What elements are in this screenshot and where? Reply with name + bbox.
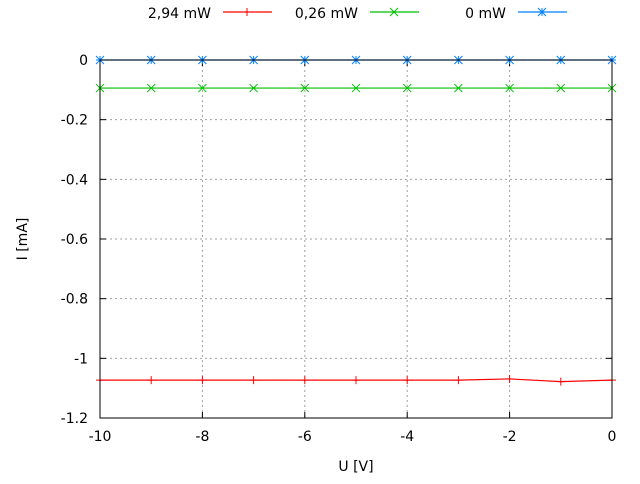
data-point-cross: [249, 83, 258, 93]
y-tick-label: 0: [79, 53, 88, 69]
data-point-star: [537, 7, 547, 17]
data-point-plus: [454, 376, 463, 385]
x-tick-label: -6: [298, 429, 312, 445]
grid: [100, 60, 612, 418]
marker-stroke: [505, 83, 514, 93]
legend-label: 0,26 mW: [295, 6, 358, 22]
y-axis-label: I [mA]: [15, 218, 31, 261]
data-point-cross: [402, 83, 412, 93]
legend: 2,94 mW 0,26 mW 0 mW: [148, 6, 567, 22]
data-point-cross: [556, 83, 566, 93]
plot-border: [99, 59, 613, 419]
data-point-plus: [198, 376, 207, 385]
data-point-plus: [352, 376, 360, 385]
data-point-cross: [454, 83, 463, 93]
data-point-cross: [198, 83, 207, 93]
data-point-plus: [300, 376, 309, 385]
x-tick-label: -10: [89, 429, 112, 445]
data-point-cross: [146, 83, 156, 93]
x-tick-label: -8: [195, 429, 209, 445]
x-tick-label: -2: [503, 429, 517, 445]
marker-stroke: [146, 83, 156, 93]
marker-stroke: [402, 83, 412, 93]
data-point-plus: [249, 376, 258, 385]
series-1: [95, 83, 617, 93]
marker-stroke: [389, 7, 399, 17]
data-point-plus: [147, 376, 156, 385]
ticks: -10 -8 -6 -4 -2 0 0 -0.2 -0.4 -0.6 -0.8 -1 -1.2: [61, 53, 617, 445]
marker-stroke: [351, 83, 361, 93]
marker-stroke: [454, 83, 463, 93]
marker-stroke: [249, 83, 258, 93]
series-0: [96, 374, 616, 386]
marker-stroke: [537, 7, 547, 17]
data-point-cross: [300, 83, 310, 93]
data-point-plus: [243, 8, 251, 16]
marker-stroke: [556, 83, 566, 93]
legend-label: 2,94 mW: [148, 6, 211, 22]
x-tick-label: -4: [400, 429, 414, 445]
data-point-plus: [403, 376, 412, 385]
marker-stroke: [300, 83, 310, 93]
y-tick-label: -0.8: [61, 292, 88, 308]
data-point-cross: [389, 7, 399, 17]
x-tick-label: 0: [608, 429, 617, 445]
legend-label: 0 mW: [465, 6, 506, 22]
data-point-plus: [505, 374, 514, 383]
data-point-cross: [505, 83, 514, 93]
y-tick-label: -0.6: [61, 232, 88, 248]
y-tick-label: -0.4: [61, 172, 88, 188]
y-tick-label: -1: [74, 351, 88, 367]
y-tick-label: -0.2: [61, 113, 88, 129]
x-axis-label: U [V]: [338, 459, 373, 475]
y-tick-label: -1.2: [61, 411, 88, 427]
marker-stroke: [198, 83, 207, 93]
series-layer: [95, 55, 617, 386]
data-point-cross: [351, 83, 361, 93]
data-point-plus: [556, 377, 565, 386]
